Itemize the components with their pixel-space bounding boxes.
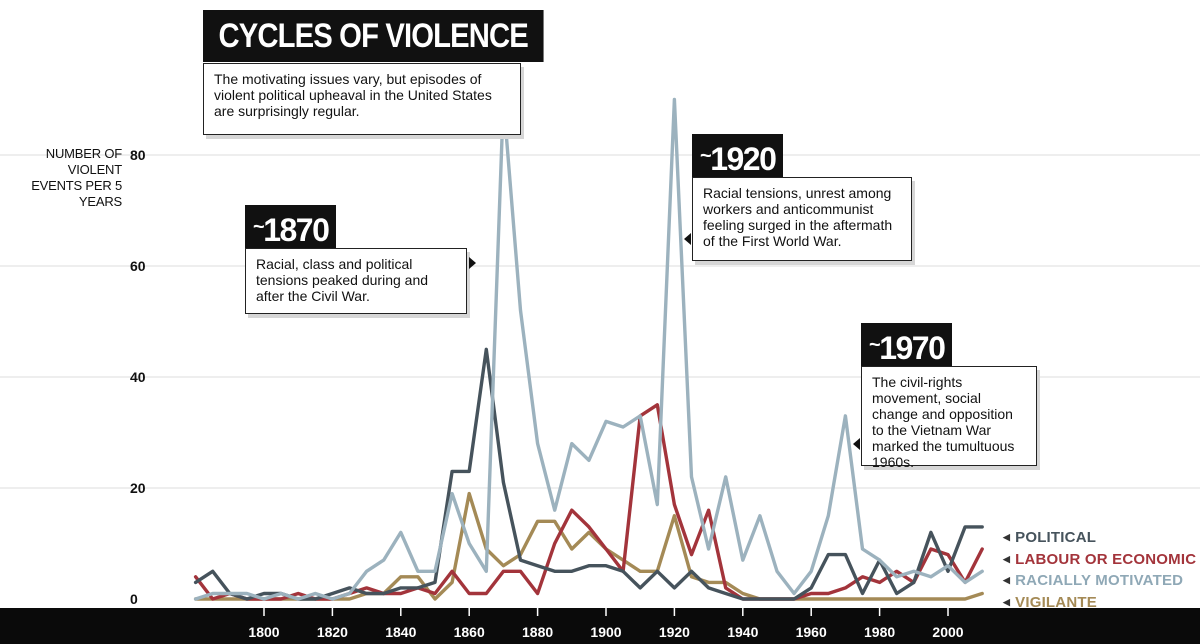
series-line-political — [193, 347, 984, 601]
x-tick-label: 1820 — [317, 624, 348, 640]
x-tick-label: 1840 — [385, 624, 416, 640]
legend-label-labour: LABOUR OR ECONOMIC — [1015, 550, 1197, 568]
x-tick-label: 1880 — [522, 624, 553, 640]
legend-item-racial: ◀ RACIALLY MOTIVATED — [1003, 570, 1196, 592]
legend-item-labour: ◀ LABOUR OR ECONOMIC — [1003, 549, 1196, 571]
chart-title: CYCLES OF VIOLENCE — [203, 10, 544, 62]
x-tick-label: 1940 — [727, 624, 758, 640]
callout-1920-pointer — [684, 233, 691, 245]
y-tick-labels: 0 20 40 60 80 — [130, 147, 146, 607]
year-tag-1920: ~1920 — [692, 134, 784, 178]
series-line-vigilante — [193, 491, 984, 601]
x-tick-label: 1900 — [590, 624, 621, 640]
legend-item-vigilante: ◀ VIGILANTE — [1003, 592, 1196, 614]
y-tick-label: 60 — [130, 258, 146, 274]
callout-1870: Racial, class and political tensions pea… — [245, 248, 467, 314]
y-tick-label: 40 — [130, 369, 146, 385]
year-tag-1870: ~1870 — [245, 205, 337, 249]
x-tick-labels: 1800 1820 1840 1860 1880 1900 1920 1940 1960 1980… — [248, 608, 964, 640]
legend-arrow-icon: ◀ — [1003, 575, 1011, 585]
x-tick-label: 1920 — [659, 624, 690, 640]
x-tick-label: 1960 — [796, 624, 827, 640]
year-tag-1920-label: 1920 — [710, 141, 777, 177]
year-tag-1970-label: 1970 — [879, 330, 946, 366]
y-tick-label: 0 — [130, 591, 138, 607]
series-line-racially-motivated — [193, 97, 984, 601]
legend-item-political: ◀ POLITICAL — [1003, 527, 1196, 549]
intro-callout: The motivating issues vary, but episodes… — [203, 63, 521, 135]
x-axis-bar — [0, 608, 1200, 644]
x-tick-label: 1980 — [864, 624, 895, 640]
legend-arrow-icon: ◀ — [1003, 553, 1011, 564]
legend-label-political: POLITICAL — [1015, 529, 1097, 546]
callout-1920: Racial tensions, unrest among workers an… — [692, 177, 912, 261]
legend-label-vigilante: VIGILANTE — [1015, 593, 1097, 611]
legend-arrow-icon: ◀ — [1003, 596, 1011, 607]
series-line-labour-or-economic — [193, 403, 984, 601]
legend: ◀ POLITICAL ◀ LABOUR OR ECONOMIC ◀ RACIALLY… — [1003, 527, 1196, 613]
series-lines — [193, 97, 984, 601]
y-tick-label: 20 — [130, 480, 146, 496]
y-tick-label: 80 — [130, 147, 146, 163]
callout-1970: The civil-rights movement, social change… — [861, 366, 1037, 470]
x-tick-label: 1860 — [454, 624, 485, 640]
y-axis-label: NUMBER OF VIOLENT EVENTS PER 5 YEARS — [31, 146, 122, 209]
callout-1870-pointer — [469, 257, 476, 269]
year-tag-1870-label: 1870 — [263, 212, 330, 248]
year-tag-1970: ~1970 — [861, 323, 953, 367]
legend-label-racial: RACIALLY MOTIVATED — [1015, 572, 1184, 589]
callout-1970-pointer — [853, 438, 860, 450]
x-tick-label: 1800 — [248, 624, 279, 640]
x-tick-label: 2000 — [932, 624, 963, 640]
legend-arrow-icon: ◀ — [1003, 532, 1011, 542]
